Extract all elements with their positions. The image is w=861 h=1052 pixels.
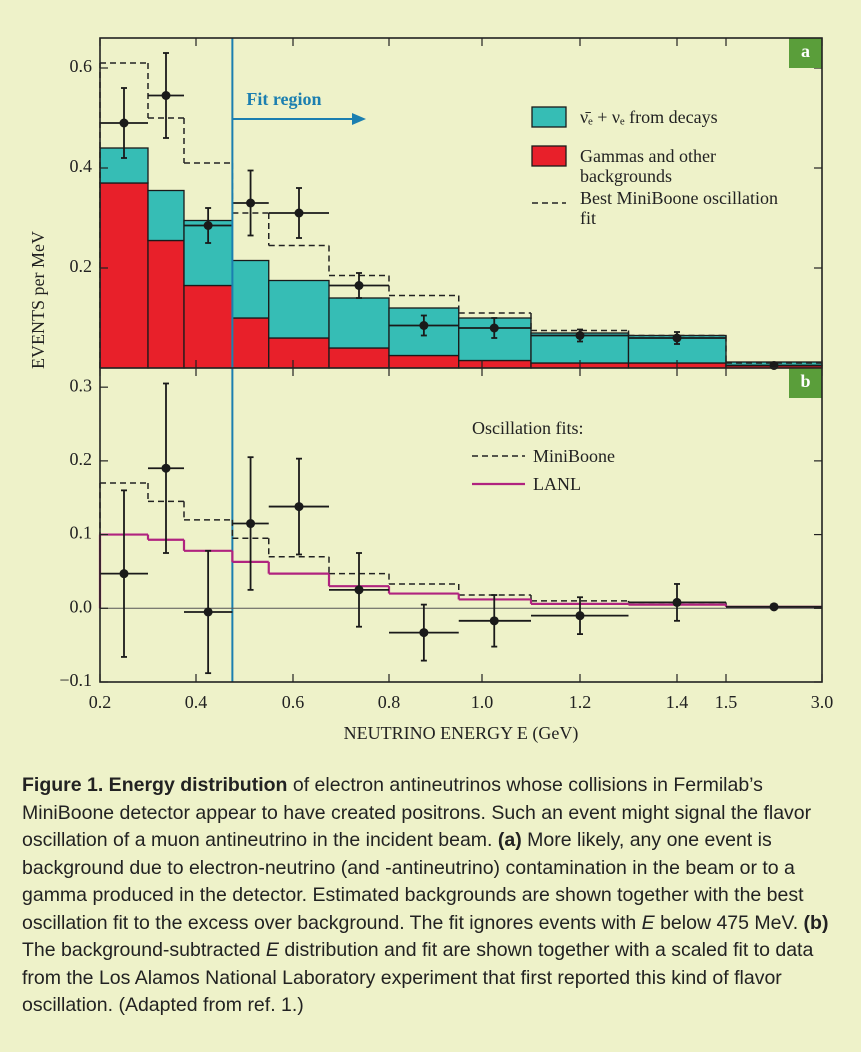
- x-axis-label: NEUTRINO ENERGY E (GeV): [344, 723, 579, 744]
- x-tick-label: 1.2: [569, 692, 592, 712]
- legend-label: LANL: [533, 474, 581, 494]
- data-point: [294, 502, 304, 512]
- caption-text: More likely, any one event is background…: [22, 829, 804, 934]
- legend-swatch: [531, 145, 567, 167]
- data-point: [294, 208, 304, 218]
- legend-title: Oscillation fits:: [472, 418, 584, 438]
- histogram-bar: [147, 239, 185, 369]
- caption-text: of electron antineutrinos whose collisio…: [22, 774, 812, 851]
- y-tick-label: −0.1: [59, 670, 92, 690]
- caption-text: (a): [497, 829, 522, 851]
- caption: Figure 1. Energy distribution of electro…: [22, 772, 840, 1020]
- caption-text: The background-subtracted: [22, 939, 266, 961]
- data-point: [161, 91, 171, 100]
- histogram-bar: [328, 297, 390, 349]
- data-point: [419, 628, 429, 638]
- data-point: [354, 281, 364, 290]
- histogram-bar: [388, 354, 460, 369]
- data-point: [575, 611, 585, 621]
- x-tick-label: 1.0: [471, 692, 494, 712]
- x-tick-label: 1.5: [715, 692, 738, 712]
- x-tick-label: 0.6: [282, 692, 305, 712]
- y-tick-label: 0.4: [70, 156, 93, 176]
- data-point: [489, 616, 499, 626]
- x-tick-label: 0.4: [185, 692, 208, 712]
- data-point: [575, 331, 585, 340]
- legend-swatch: [531, 106, 567, 128]
- x-tick-label: 3.0: [811, 692, 834, 712]
- histogram-bar: [231, 259, 270, 319]
- caption-text: (b): [803, 911, 829, 934]
- plot-frame: [99, 37, 823, 683]
- y-tick-label: 0.0: [70, 596, 93, 616]
- caption-text: below 475 MeV.: [654, 911, 804, 934]
- y-tick-label: 0.2: [70, 256, 93, 276]
- legend-label: ν̄ₑ + νₑ from decays: [580, 107, 718, 127]
- panel-label: b: [800, 371, 810, 391]
- legend-label: Gammas and other backgrounds: [580, 146, 716, 186]
- data-point: [672, 597, 682, 607]
- data-point: [119, 118, 129, 128]
- panel-label-box: [789, 38, 822, 68]
- data-point: [489, 323, 499, 333]
- data-point: [769, 602, 779, 612]
- histogram-bar: [458, 359, 532, 369]
- legend-label: MiniBoone: [533, 446, 616, 466]
- x-tick-label: 0.8: [378, 692, 401, 712]
- panel-label: a: [801, 41, 810, 61]
- data-point: [246, 198, 256, 208]
- arrow-head: [352, 113, 366, 125]
- x-tick-label: 0.2: [89, 692, 112, 712]
- caption-text: distribution and fit are shown together …: [22, 939, 814, 1016]
- histogram-bar: [183, 284, 234, 369]
- y-tick-label: 0.6: [70, 56, 93, 76]
- histogram-bar: [268, 337, 330, 369]
- y-axis-label: EVENTS per MeV: [28, 231, 48, 369]
- histogram-bar: [231, 317, 270, 369]
- y-tick-label: 0.3: [70, 375, 93, 395]
- caption-text: Figure 1. Energy distribution: [22, 774, 288, 796]
- data-point: [246, 519, 256, 529]
- y-tick-label: 0.1: [70, 523, 93, 543]
- data-point: [203, 221, 213, 230]
- data-point: [161, 463, 171, 473]
- histogram-bar: [268, 279, 330, 339]
- panel-label-box: [789, 368, 822, 398]
- data-point: [354, 585, 364, 595]
- data-point: [672, 333, 682, 343]
- caption-text: E: [641, 911, 655, 934]
- histogram-bar: [147, 189, 185, 242]
- histogram-bar: [328, 347, 390, 369]
- y-tick-label: 0.2: [70, 449, 93, 469]
- legend-label: Best MiniBoone oscillation fit: [580, 188, 778, 228]
- data-point: [203, 607, 213, 617]
- x-tick-label: 1.4: [666, 692, 689, 712]
- annotation: Fit region: [246, 89, 321, 109]
- histogram-bar: [99, 182, 149, 369]
- data-point: [419, 321, 429, 330]
- caption-text: E: [265, 939, 279, 961]
- data-point: [119, 569, 129, 579]
